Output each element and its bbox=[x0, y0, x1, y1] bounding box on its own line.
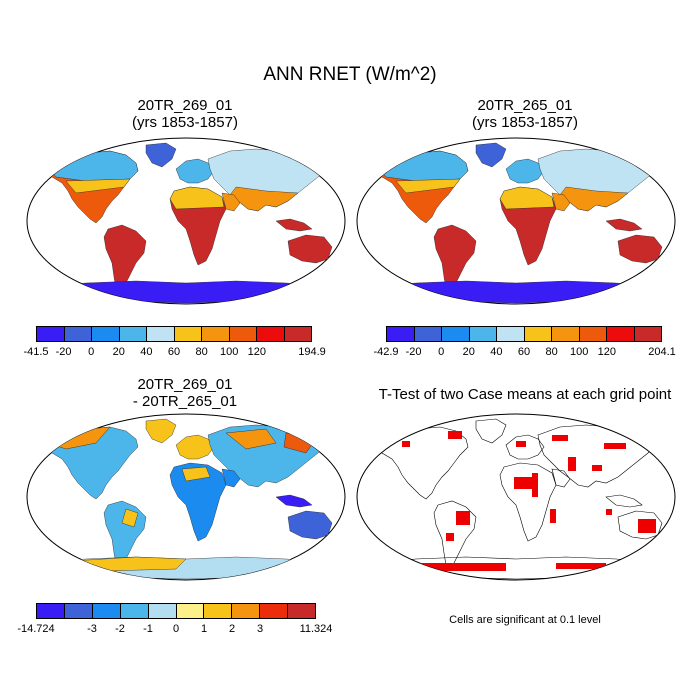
colorbar-tick-label: -2 bbox=[115, 623, 125, 635]
colorbar-swatch bbox=[414, 327, 442, 341]
colorbar-swatch bbox=[442, 327, 470, 341]
panel-title-bottom-left: 20TR_269_01 - 20TR_265_01 bbox=[95, 376, 275, 410]
colorbar-swatch bbox=[120, 604, 149, 618]
colorbar-swatch bbox=[37, 604, 65, 618]
colorbar-tick-label: -42.9 bbox=[373, 346, 399, 358]
colorbar-swatch bbox=[174, 327, 202, 341]
colorbar-swatch bbox=[387, 327, 415, 341]
colorbar-swatch bbox=[92, 327, 120, 341]
colorbar-tick-label: -20 bbox=[55, 346, 72, 358]
map-bottom-right bbox=[356, 413, 676, 581]
colorbar-swatch bbox=[232, 604, 261, 618]
colorbar-tick-label: 40 bbox=[490, 346, 503, 358]
colorbar-labels-bottom-left: -14.724 -3 -2 -1 0 1 2 3 11.324 bbox=[17, 623, 332, 637]
colorbar-tick-label: -14.724 bbox=[17, 623, 55, 635]
colorbar-tick-label: 80 bbox=[195, 346, 208, 358]
colorbar-tick-label: 11.324 bbox=[299, 623, 333, 635]
panel-title-line1: 20TR_265_01 bbox=[477, 97, 573, 114]
colorbar-tick-label: 204.1 bbox=[648, 346, 676, 358]
map-bottom-left bbox=[26, 413, 346, 581]
colorbar-swatch bbox=[284, 327, 311, 341]
colorbar-tick-label: 60 bbox=[517, 346, 531, 358]
colorbar-tick-label: 0 bbox=[438, 346, 445, 358]
significance-note: Cells are significant at 0.1 level bbox=[449, 614, 601, 626]
colorbar-tick-label: 40 bbox=[140, 346, 153, 358]
panel-title-top-right: 20TR_265_01 (yrs 1853-1857) bbox=[435, 97, 615, 131]
colorbar-tick-label: -41.5 bbox=[23, 346, 49, 358]
colorbar-tick-label: 20 bbox=[112, 346, 125, 358]
colorbar-swatch bbox=[204, 604, 233, 618]
colorbar-labels-top-right: -42.9 -20 0 20 40 60 80 100 120 204.1 bbox=[373, 346, 675, 360]
colorbar-swatch bbox=[64, 604, 93, 618]
colorbar-swatch bbox=[607, 327, 635, 341]
colorbar-swatch bbox=[260, 604, 289, 618]
panel-title-line2: - 20TR_265_01 bbox=[132, 393, 238, 410]
panel-title-bottom-right: T-Test of two Case means at each grid po… bbox=[378, 386, 672, 403]
colorbar-swatch bbox=[552, 327, 580, 341]
colorbar-tick-label: 0 bbox=[172, 623, 180, 635]
colorbar-swatch bbox=[524, 327, 552, 341]
colorbar-swatch bbox=[147, 327, 175, 341]
colorbar-swatch bbox=[176, 604, 205, 618]
panel-title-line1: 20TR_269_01 bbox=[137, 97, 233, 114]
map-top-left bbox=[26, 137, 346, 305]
colorbar-tick-label: 120 bbox=[597, 346, 616, 358]
colorbar-tick-label: 100 bbox=[570, 346, 589, 358]
colorbar-labels-top-left: -41.5 -20 0 20 40 60 80 100 120 194.9 bbox=[23, 346, 325, 360]
colorbar-tick-label: 120 bbox=[247, 346, 266, 358]
colorbar-swatch bbox=[469, 327, 497, 341]
panel-title-line1: 20TR_269_01 bbox=[137, 376, 233, 393]
colorbar-swatch bbox=[202, 327, 230, 341]
colorbar-swatch bbox=[579, 327, 607, 341]
colorbar-swatch bbox=[229, 327, 257, 341]
colorbar-swatch bbox=[257, 327, 285, 341]
colorbar-swatch bbox=[64, 327, 92, 341]
colorbar-tick-label: -3 bbox=[87, 623, 97, 635]
colorbar-swatch bbox=[497, 327, 525, 341]
colorbar-top-right bbox=[386, 326, 662, 342]
panel-title-top-left: 20TR_269_01 (yrs 1853-1857) bbox=[95, 97, 275, 131]
map-top-right bbox=[356, 137, 676, 305]
colorbar-tick-label: 194.9 bbox=[298, 346, 326, 358]
colorbar-tick-label: -20 bbox=[405, 346, 422, 358]
colorbar-tick-label: 3 bbox=[256, 623, 264, 635]
panel-title-line2: (yrs 1853-1857) bbox=[132, 114, 238, 131]
colorbar-swatch bbox=[288, 604, 316, 618]
colorbar-tick-label: 2 bbox=[228, 623, 236, 635]
colorbar-tick-label: 0 bbox=[88, 346, 95, 358]
colorbar-swatch bbox=[119, 327, 147, 341]
colorbar-tick-label: -1 bbox=[143, 623, 153, 635]
panel-title-line2: (yrs 1853-1857) bbox=[472, 114, 578, 131]
colorbar-swatch bbox=[634, 327, 661, 341]
colorbar-tick-label: 60 bbox=[167, 346, 181, 358]
colorbar-tick-label: 20 bbox=[462, 346, 475, 358]
colorbar-tick-label: 1 bbox=[200, 623, 208, 635]
significance-cells bbox=[402, 431, 656, 571]
colorbar-bottom-left bbox=[36, 603, 316, 619]
figure-title: ANN RNET (W/m^2) bbox=[263, 64, 437, 85]
colorbar-swatch bbox=[92, 604, 121, 618]
colorbar-swatch bbox=[37, 327, 65, 341]
colorbar-swatch bbox=[148, 604, 177, 618]
colorbar-tick-label: 100 bbox=[220, 346, 239, 358]
colorbar-tick-label: 80 bbox=[545, 346, 558, 358]
colorbar-top-left bbox=[36, 326, 312, 342]
